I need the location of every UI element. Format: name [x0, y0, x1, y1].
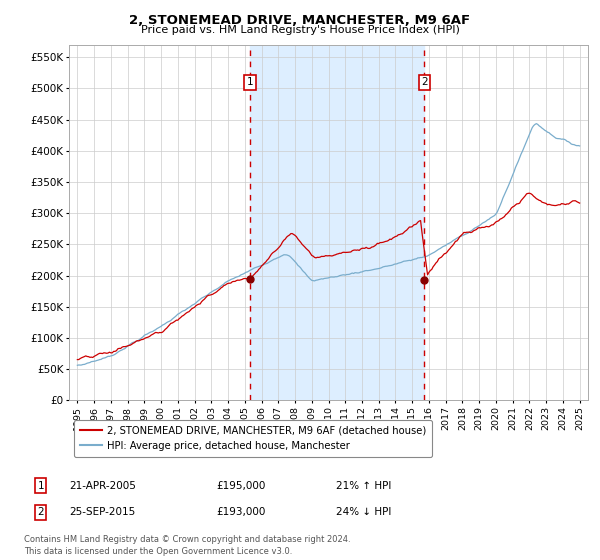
Bar [250, 45, 424, 400]
Text: Contains HM Land Registry data © Crown copyright and database right 2024.: Contains HM Land Registry data © Crown c… [24, 535, 350, 544]
Text: £193,000: £193,000 [216, 507, 265, 517]
Text: 25-SEP-2015: 25-SEP-2015 [69, 507, 135, 517]
Text: 2: 2 [421, 77, 428, 87]
Text: 1: 1 [247, 77, 253, 87]
Text: 21-APR-2005: 21-APR-2005 [69, 480, 136, 491]
Text: This data is licensed under the Open Government Licence v3.0.: This data is licensed under the Open Gov… [24, 547, 292, 556]
Legend: 2, STONEMEAD DRIVE, MANCHESTER, M9 6AF (detached house), HPI: Average price, det: 2, STONEMEAD DRIVE, MANCHESTER, M9 6AF (… [74, 419, 432, 457]
Text: 24% ↓ HPI: 24% ↓ HPI [336, 507, 391, 517]
Text: 21% ↑ HPI: 21% ↑ HPI [336, 480, 391, 491]
Text: 2, STONEMEAD DRIVE, MANCHESTER, M9 6AF: 2, STONEMEAD DRIVE, MANCHESTER, M9 6AF [130, 14, 470, 27]
Text: 2: 2 [37, 507, 44, 517]
Text: 1: 1 [37, 480, 44, 491]
Text: £195,000: £195,000 [216, 480, 265, 491]
Text: Price paid vs. HM Land Registry's House Price Index (HPI): Price paid vs. HM Land Registry's House … [140, 25, 460, 35]
